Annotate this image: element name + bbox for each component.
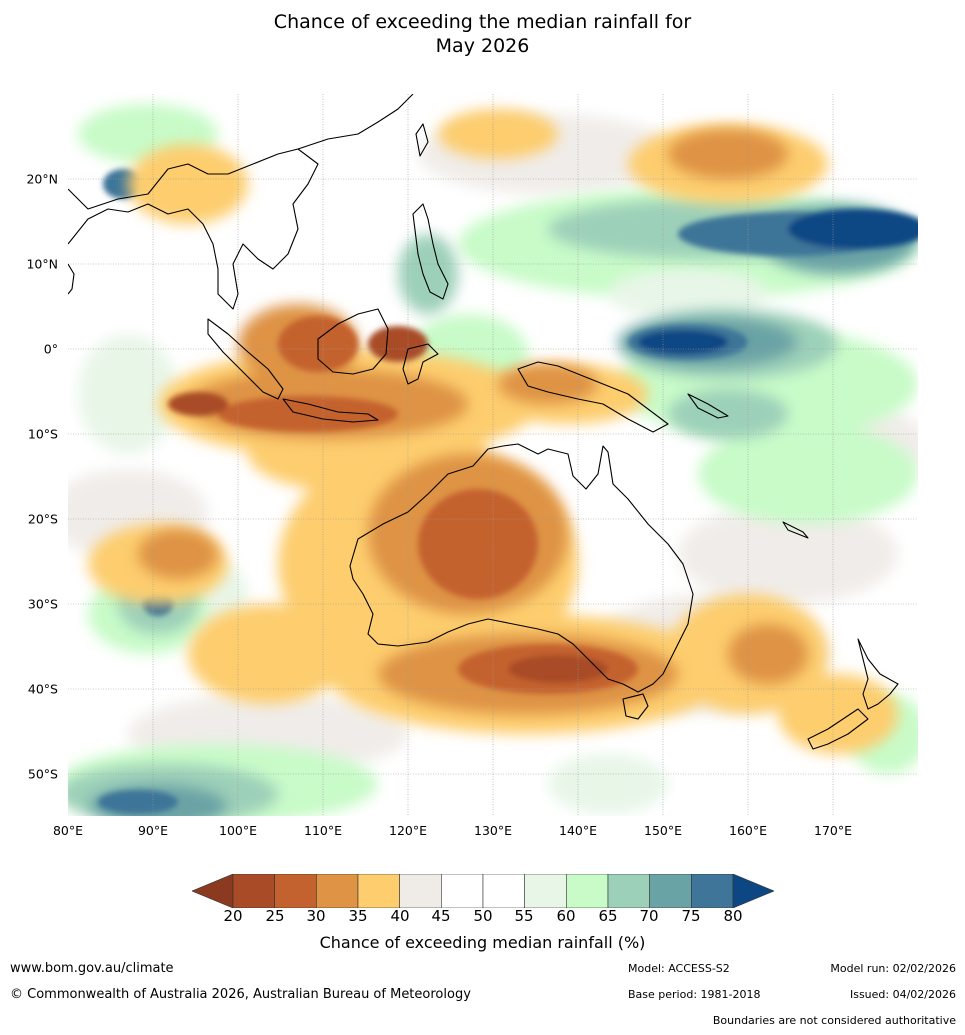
lon-label-130e: 130°E [473, 823, 513, 838]
tasmania-coastline [622, 693, 649, 720]
lon-label-90e: 90°E [137, 823, 169, 838]
colorbar-tick-50: 50 [473, 907, 493, 925]
colorbar-tick-40: 40 [390, 907, 410, 925]
colorbar-swatch [316, 874, 359, 908]
lon-label-80e: 80°E [52, 823, 84, 838]
new-zealand-north-coastline [857, 638, 899, 710]
lat-label-40s: 40°S [27, 681, 58, 697]
colorbar-tick-25: 25 [265, 907, 285, 925]
colorbar-tick-20: 20 [223, 907, 243, 925]
colorbar-tick-35: 35 [348, 907, 368, 925]
sumatra-coastline [207, 318, 284, 400]
colorbar-tick-80: 80 [723, 907, 743, 925]
footer-disclaimer: Boundaries are not considered authoritat… [712, 1014, 956, 1027]
colorbar-swatch [566, 874, 609, 908]
colorbar-tick-65: 65 [598, 907, 618, 925]
colorbar-tick-70: 70 [639, 907, 659, 925]
philippines-coastline [412, 203, 449, 300]
footer-copyright: © Commonwealth of Australia 2026, Austra… [10, 987, 471, 1002]
coastlines [68, 94, 899, 750]
lon-label-160e: 160°E [728, 823, 768, 838]
map-title: Chance of exceeding the median rainfall … [0, 10, 965, 58]
lat-label-0: 0° [43, 341, 58, 357]
china-coastline [297, 94, 414, 150]
colorbar-tick-45: 45 [431, 907, 451, 925]
colorbar-tick-60: 60 [556, 907, 576, 925]
solomon-islands-coastline [687, 393, 729, 419]
rainfall-map-svg [68, 94, 918, 816]
australia-coastline [349, 443, 694, 693]
new-zealand-south-coastline [807, 708, 869, 750]
colorbar-swatch [691, 874, 734, 908]
colorbar-tick-75: 75 [681, 907, 701, 925]
borneo-coastline [317, 308, 389, 375]
lat-label-20s: 20°S [27, 511, 58, 527]
colorbar-tick-30: 30 [306, 907, 326, 925]
colorbar-swatch [274, 874, 317, 908]
colorbar-swatch [232, 874, 275, 908]
colorbar-swatch [399, 874, 442, 908]
footer-base-period: Base period: 1981-2018 [628, 988, 761, 1001]
colorbar-swatch [649, 874, 692, 908]
sri-lanka-coastline [68, 263, 75, 295]
rainfall-map [68, 94, 918, 816]
colorbar-swatch [441, 874, 484, 908]
graticule [68, 94, 918, 816]
footer-website: www.bom.gov.au/climate [10, 961, 174, 976]
lon-label-140e: 140°E [558, 823, 598, 838]
lon-label-110e: 110°E [303, 823, 343, 838]
footer-model: Model: ACCESS-S2 [628, 962, 730, 975]
footer-issued: Issued: 04/02/2026 [849, 988, 956, 1001]
colorbar-swatch [524, 874, 567, 908]
footer-model-run: Model run: 02/02/2026 [830, 962, 956, 975]
colorbar-tick-55: 55 [514, 907, 534, 925]
taiwan-coastline [415, 123, 429, 157]
indochina-coastline [68, 148, 319, 310]
new-caledonia-coastline [782, 521, 809, 539]
lon-label-120e: 120°E [388, 823, 428, 838]
colorbar-swatches [192, 874, 774, 908]
colorbar-swatch [607, 874, 650, 908]
lat-label-50s: 50°S [27, 766, 58, 782]
map-title-line1: Chance of exceeding the median rainfall … [273, 11, 692, 33]
sulawesi-coastline [402, 343, 439, 385]
lat-label-10s: 10°S [27, 426, 58, 442]
colorbar-arrow-high [732, 874, 774, 908]
colorbar-label: Chance of exceeding median rainfall (%) [319, 933, 646, 952]
legend-colorbar [192, 874, 774, 908]
map-title-line2: May 2026 [435, 35, 530, 57]
lon-label-170e: 170°E [813, 823, 853, 838]
colorbar-swatch [357, 874, 400, 908]
lon-label-150e: 150°E [643, 823, 683, 838]
colorbar-swatch [482, 874, 525, 908]
lat-label-20n: 20°N [26, 171, 58, 187]
colorbar-arrow-low [192, 874, 234, 908]
lat-label-30s: 30°S [27, 596, 58, 612]
lon-label-100e: 100°E [218, 823, 258, 838]
new-guinea-coastline [517, 361, 669, 433]
java-coastline [282, 398, 379, 423]
lat-label-10n: 10°N [26, 256, 58, 272]
